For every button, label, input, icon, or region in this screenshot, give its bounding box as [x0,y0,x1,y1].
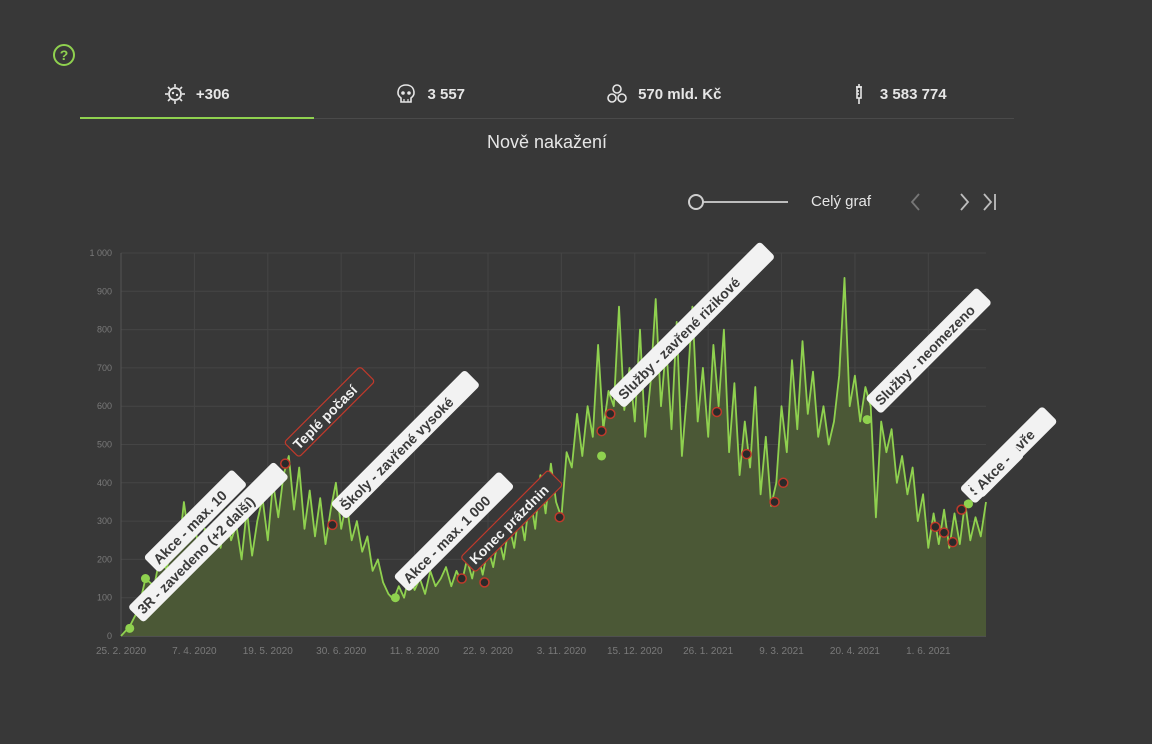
tab-deaths-label: 3 557 [427,85,466,103]
event-label-box [967,441,1024,497]
y-tick-label: 700 [97,363,112,373]
event-label-box [866,288,991,413]
help-icon[interactable]: ? [53,44,75,66]
coins-icon [607,84,627,103]
event-marker [862,415,872,425]
event-marker [769,496,780,508]
event-marker [280,458,291,469]
event-marker [930,521,941,533]
event-label-box [144,470,246,572]
x-tick-label: 25. 2. 2020 [96,646,146,657]
zoom-slider-track[interactable] [696,201,788,203]
y-tick-label: 800 [97,325,112,335]
event-label: Akce - [967,441,1024,497]
event-marker [778,477,789,489]
event-marker [938,527,950,538]
event-label-text: Teplé počasí [290,381,361,452]
x-tick-label: 9. 3. 2021 [759,646,804,657]
event-marker [947,536,959,548]
metric-tabs: +306 3 557 570 mld. Kč 3 583 774 [80,70,1014,119]
y-tick-label: 1 000 [89,248,112,258]
y-tick-label: 300 [97,516,112,526]
zoom-slider-handle[interactable] [688,194,704,210]
event-marker [125,623,135,633]
event-marker [554,512,565,523]
event-marker [456,573,468,584]
event-label-box [331,370,479,518]
event-marker [479,577,490,588]
x-tick-label: 22. 9. 2020 [463,646,513,657]
skull-icon [397,84,416,103]
x-tick-label: 15. 12. 2020 [607,646,663,657]
event-marker [964,499,974,509]
cases-area [121,277,986,636]
tab-cost-label: 570 mld. Kč [638,85,722,103]
chevron-right-icon[interactable] [952,190,976,214]
range-label[interactable]: Celý graf [811,193,872,210]
tab-cost[interactable]: 570 mld. Kč [547,70,781,118]
y-tick-label: 500 [97,440,112,450]
event-label-text: Služby - neomezeno [872,302,978,408]
virus-icon [164,84,185,104]
event-marker [327,519,338,531]
x-tick-label: 30. 6. 2020 [316,646,366,657]
y-tick-label: 400 [97,478,112,488]
x-tick-label: 26. 1. 2021 [683,646,733,657]
x-tick-label: 7. 4. 2020 [172,646,217,657]
y-tick-label: 600 [97,401,112,411]
skip-to-end-icon[interactable] [978,190,1002,214]
x-tick-label: 3. 11. 2020 [537,646,587,657]
event-marker [140,574,150,584]
event-marker [596,425,607,437]
x-tick-label: 1. 6. 2021 [906,646,951,657]
tab-cases[interactable]: +306 [80,70,314,119]
event-marker [605,408,616,420]
event-label-box [394,472,514,591]
x-tick-label: 11. 8. 2020 [390,646,440,657]
event-label: Teplé počasí [284,367,375,457]
tab-vaccines[interactable]: 3 583 774 [781,70,1015,118]
event-marker [741,448,752,460]
y-tick-label: 900 [97,286,112,296]
event-label-box [284,367,375,457]
event-label-text: Školy - zavřené vysoké [336,393,457,514]
event-label-box [461,470,563,572]
y-tick-label: 0 [107,631,112,641]
event-marker [597,451,607,461]
x-tick-label: 20. 4. 2021 [830,646,880,657]
tab-vaccines-label: 3 583 774 [879,85,947,103]
syringe-icon [855,84,862,104]
y-tick-label: 100 [97,593,112,603]
chevron-left-icon[interactable] [904,190,928,214]
chart-controls: Celý graf [688,190,1008,214]
tab-deaths[interactable]: 3 557 [314,70,548,118]
event-label-box [609,242,774,407]
tab-cases-label: +306 [195,85,230,103]
event-marker [711,406,723,418]
x-tick-label: 19. 5. 2020 [243,646,293,657]
event-marker [956,504,967,515]
event-marker [390,593,400,603]
event-label-box [129,462,288,622]
y-tick-label: 200 [97,554,112,564]
chart-title: Nově nakažení [486,132,608,152]
